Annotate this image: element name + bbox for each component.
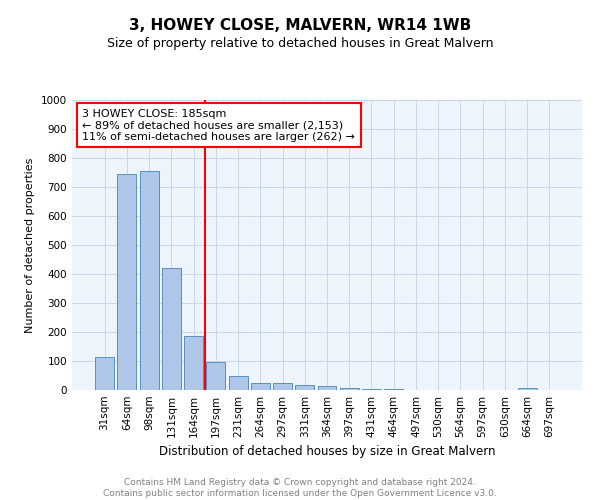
Bar	[251, 383, 270, 390]
X-axis label: Distribution of detached houses by size in Great Malvern: Distribution of detached houses by size …	[159, 446, 495, 458]
Bar	[184, 336, 203, 390]
Bar	[362, 389, 381, 390]
Text: 3 HOWEY CLOSE: 185sqm
← 89% of detached houses are smaller (2,153)
11% of semi-d: 3 HOWEY CLOSE: 185sqm ← 89% of detached …	[82, 108, 355, 142]
Bar	[140, 171, 158, 390]
Bar	[118, 174, 136, 390]
Bar	[206, 362, 225, 390]
Bar	[518, 388, 536, 390]
Bar	[95, 356, 114, 390]
Y-axis label: Number of detached properties: Number of detached properties	[25, 158, 35, 332]
Bar	[295, 385, 314, 390]
Bar	[340, 388, 359, 390]
Text: 3, HOWEY CLOSE, MALVERN, WR14 1WB: 3, HOWEY CLOSE, MALVERN, WR14 1WB	[129, 18, 471, 32]
Bar	[229, 376, 248, 390]
Bar	[317, 386, 337, 390]
Text: Size of property relative to detached houses in Great Malvern: Size of property relative to detached ho…	[107, 38, 493, 51]
Bar	[162, 268, 181, 390]
Text: Contains HM Land Registry data © Crown copyright and database right 2024.
Contai: Contains HM Land Registry data © Crown c…	[103, 478, 497, 498]
Bar	[273, 383, 292, 390]
